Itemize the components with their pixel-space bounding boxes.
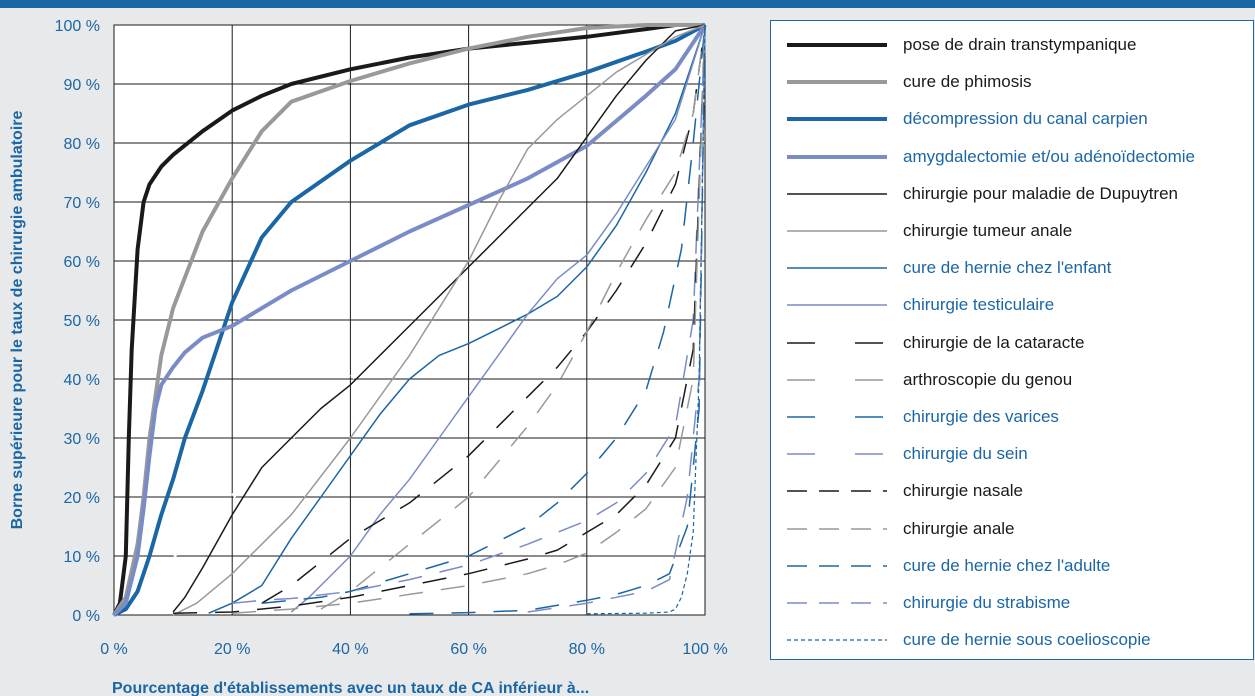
legend-swatch (787, 527, 887, 530)
legend-item: chirurgie anale (771, 511, 1253, 547)
legend-swatch (787, 80, 887, 85)
x-tick-label: 40 % (332, 641, 368, 658)
series-line-8 (290, 24, 706, 613)
legend-label: chirurgie du sein (903, 444, 1028, 464)
series-line-17 (586, 24, 706, 615)
legend-item: cure de hernie chez l'enfant (771, 250, 1253, 286)
y-ticks: 0 % 10 % 20 % 30 % 40 % 50 % 60 % 70 % 80 % 90 % 1… (55, 18, 100, 625)
y-tick-label: 70 % (64, 195, 100, 212)
legend-swatch (787, 453, 887, 455)
x-tick-label: 0 % (100, 641, 128, 658)
x-tick-label: 60 % (450, 641, 486, 658)
series-line-7 (208, 24, 706, 614)
x-ticks: 0 % 20 % 40 % 60 % 80 % 100 % (100, 641, 727, 658)
legend-swatch (787, 565, 887, 567)
legend-label: décompression du canal carpien (903, 109, 1148, 129)
legend-swatch (787, 43, 887, 47)
y-tick-label: 90 % (64, 77, 100, 94)
series-line-10 (320, 24, 706, 610)
series-line-13 (173, 24, 706, 614)
legend-swatch (787, 117, 887, 122)
legend-label: cure de phimosis (903, 72, 1032, 92)
legend-label: chirurgie pour maladie de Dupuytren (903, 183, 1178, 203)
legend-item: cure de hernie chez l'adulte (771, 548, 1253, 584)
legend-label: chirurgie anale (903, 518, 1015, 538)
y-tick-label: 60 % (64, 254, 100, 271)
series-line-14 (232, 24, 706, 614)
legend-item: chirurgie pour maladie de Dupuytren (771, 176, 1253, 212)
legend-item: amygdalectomie et/ou adénoïdectomie (771, 139, 1253, 175)
y-tick-label: 80 % (64, 136, 100, 153)
legend-label: chirurgie du strabisme (903, 593, 1071, 612)
chart: 0 % 10 % 20 % 30 % 40 % 50 % 60 % 70 % 80 % 90 % 1… (9, 18, 728, 696)
y-tick-label: 20 % (64, 490, 100, 507)
legend-item: cure de hernie sous coelioscopie (771, 622, 1253, 658)
series-line-1 (112, 23, 705, 616)
series-layer (112, 23, 707, 617)
legend-label: chirurgie tumeur anale (903, 221, 1073, 240)
legend-item: arthroscopie du genou (771, 362, 1253, 398)
legend-label: cure de hernie chez l'enfant (903, 258, 1112, 278)
legend-item: chirurgie du sein (771, 436, 1253, 472)
legend-swatch (787, 639, 887, 641)
series-line-5 (172, 24, 706, 613)
y-axis-title: Borne supérieure pour le taux de chirurg… (9, 111, 26, 530)
series-line-15 (409, 24, 706, 615)
legend-item: cure de phimosis (771, 64, 1253, 100)
legend-label: chirurgie de la cataracte (903, 332, 1085, 352)
legend-swatch (787, 193, 887, 195)
x-tick-label: 80 % (569, 641, 605, 658)
legend-swatch (787, 341, 887, 344)
y-tick-label: 50 % (64, 313, 100, 330)
x-tick-label: 100 % (682, 641, 727, 658)
y-tick-label: 0 % (72, 608, 100, 625)
legend-item: chirurgie du strabisme (771, 585, 1253, 621)
series-line-11 (261, 24, 706, 604)
legend-label: chirurgie testiculaire (903, 295, 1055, 315)
top-banner (0, 0, 1255, 8)
y-tick-label: 30 % (64, 431, 100, 448)
legend-item: chirurgie nasale (771, 473, 1253, 509)
legend-item: chirurgie des varices (771, 399, 1253, 435)
grid (114, 25, 705, 615)
legend-swatch (787, 304, 887, 307)
legend-label: pose de drain transtympanique (903, 35, 1137, 54)
x-axis-title: Pourcentage d'établissements avec un tau… (112, 680, 589, 696)
legend-item: décompression du canal carpien (771, 101, 1253, 137)
legend-item: pose de drain transtympanique (771, 27, 1253, 63)
legend-swatch (787, 602, 887, 604)
series-line-3 (113, 23, 706, 617)
y-tick-label: 100 % (55, 18, 100, 35)
legend-item: chirurgie de la cataracte (771, 325, 1253, 361)
legend-item: chirurgie testiculaire (771, 287, 1253, 323)
legend-swatch (787, 230, 887, 232)
legend-item: chirurgie tumeur anale (771, 213, 1253, 249)
y-tick-label: 40 % (64, 372, 100, 389)
legend-label: chirurgie des varices (903, 407, 1059, 426)
legend-swatch (787, 154, 887, 159)
legend-label: amygdalectomie et/ou adénoïdectomie (903, 146, 1196, 166)
legend: pose de drain transtympanique cure de phi… (770, 20, 1254, 660)
x-tick-label: 20 % (214, 641, 250, 658)
legend-swatch (787, 416, 887, 418)
legend-label: chirurgie nasale (903, 481, 1024, 501)
legend-label: arthroscopie du genou (903, 369, 1073, 389)
legend-swatch (787, 267, 887, 269)
series-line-6 (172, 24, 706, 616)
series-line-16 (527, 24, 706, 613)
legend-swatch (787, 379, 887, 381)
y-tick-label: 10 % (64, 549, 100, 566)
series-line-9 (261, 24, 706, 604)
legend-label: cure de hernie sous coelioscopie (903, 630, 1151, 650)
legend-label: cure de hernie chez l'adulte (903, 555, 1111, 575)
legend-swatch (787, 490, 887, 493)
